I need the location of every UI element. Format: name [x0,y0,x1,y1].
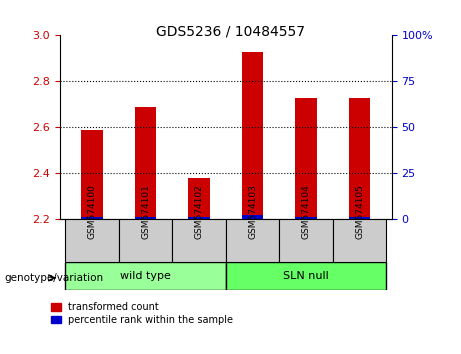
Bar [81,130,103,219]
Text: GSM574104: GSM574104 [301,184,311,239]
FancyBboxPatch shape [226,262,386,290]
FancyBboxPatch shape [119,219,172,262]
Bar [242,51,263,219]
Text: genotype/variation: genotype/variation [5,273,104,283]
Bar [349,217,371,219]
FancyBboxPatch shape [279,219,333,262]
FancyBboxPatch shape [333,219,386,262]
Text: GSM574101: GSM574101 [141,184,150,239]
FancyBboxPatch shape [172,219,226,262]
Bar [189,178,210,219]
Text: GSM574102: GSM574102 [195,184,204,239]
Text: GDS5236 / 10484557: GDS5236 / 10484557 [156,25,305,39]
Bar [135,217,156,219]
Bar [81,217,103,219]
FancyBboxPatch shape [226,219,279,262]
Bar [189,217,210,219]
Text: SLN null: SLN null [284,271,329,281]
Legend: transformed count, percentile rank within the sample: transformed count, percentile rank withi… [51,302,233,325]
Bar [135,107,156,219]
Text: GSM574103: GSM574103 [248,184,257,239]
Bar [296,217,317,219]
Text: wild type: wild type [120,271,171,281]
Bar [242,215,263,219]
FancyBboxPatch shape [65,262,226,290]
Text: GSM574100: GSM574100 [88,184,96,239]
Text: GSM574105: GSM574105 [355,184,364,239]
Bar [349,98,371,219]
Bar [296,98,317,219]
FancyBboxPatch shape [65,219,119,262]
